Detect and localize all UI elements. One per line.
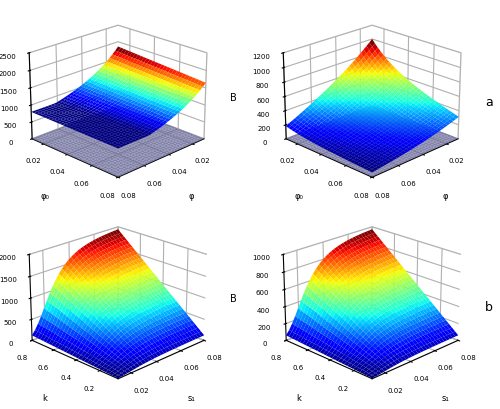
X-axis label: φ: φ [442, 192, 448, 201]
Y-axis label: φ₀: φ₀ [294, 192, 304, 201]
X-axis label: s₁: s₁ [187, 393, 195, 402]
Y-axis label: φ₀: φ₀ [40, 192, 50, 201]
X-axis label: φ: φ [188, 192, 194, 201]
Text: b: b [485, 300, 493, 313]
Y-axis label: k: k [296, 393, 302, 402]
Text: a: a [485, 96, 493, 109]
X-axis label: s₁: s₁ [442, 393, 449, 402]
Y-axis label: k: k [42, 393, 48, 402]
